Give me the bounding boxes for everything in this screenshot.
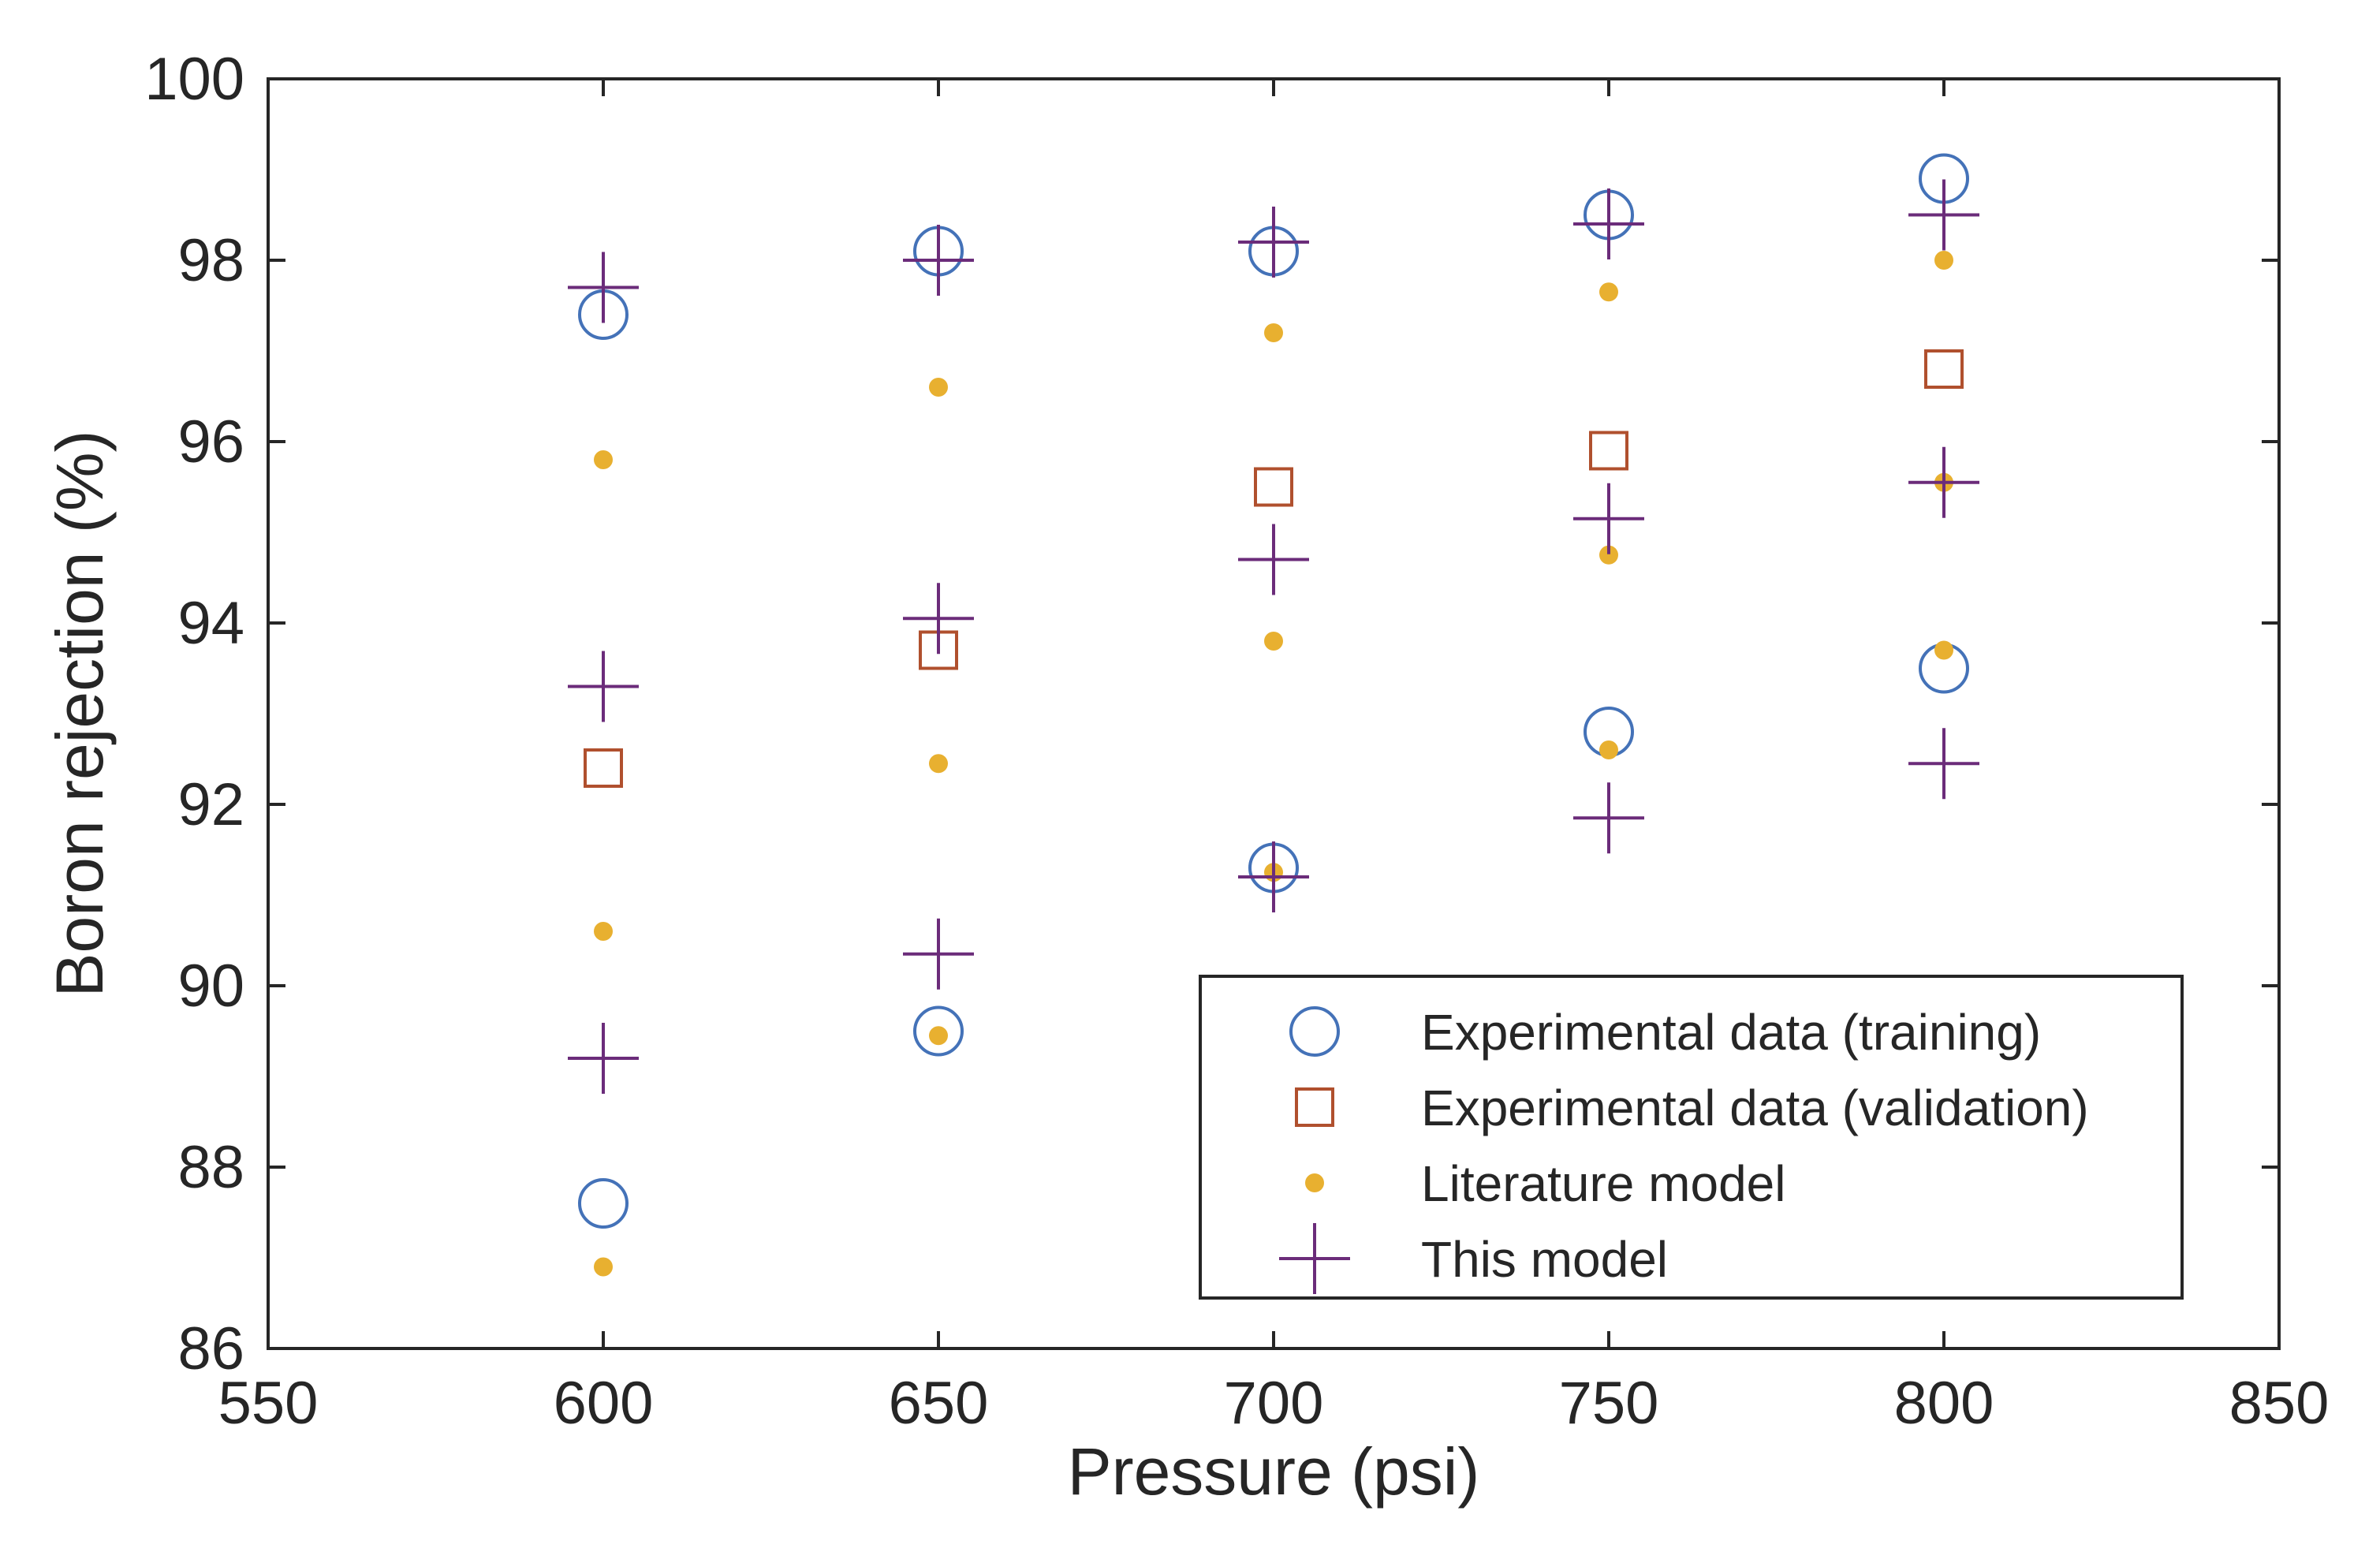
legend-label: This model <box>1421 1231 1668 1288</box>
plus-point <box>1908 728 1979 800</box>
y-tick-label: 96 <box>177 408 244 476</box>
plus-point <box>1238 841 1309 912</box>
y-tick-label: 98 <box>177 227 244 294</box>
square-point <box>1254 467 1293 507</box>
plus-point <box>903 583 974 655</box>
dot-point <box>594 922 613 941</box>
series-plus <box>568 179 1979 1094</box>
x-tick-label: 850 <box>2229 1370 2330 1437</box>
x-tick-label: 750 <box>1559 1370 1659 1437</box>
legend-item: Literature model <box>1305 1155 1785 1212</box>
dot-point <box>929 1026 948 1046</box>
dot-point <box>929 378 948 397</box>
plus-point <box>1238 524 1309 595</box>
dot-point <box>1934 251 1953 270</box>
plus-point <box>1573 782 1644 854</box>
circle-point <box>578 1178 629 1229</box>
plus-point <box>568 1023 639 1094</box>
plus-point <box>1573 483 1644 554</box>
y-tick-label: 100 <box>144 46 244 113</box>
legend-plus-icon <box>1279 1223 1350 1294</box>
square-point <box>1589 431 1628 471</box>
legend-item: Experimental data (training) <box>1289 1004 2041 1061</box>
plus-point <box>1238 207 1309 278</box>
circle-point <box>913 1005 964 1057</box>
legend-box <box>1199 975 2184 1300</box>
plus-point <box>568 651 639 722</box>
legend-square-icon <box>1295 1087 1334 1127</box>
dot-point <box>594 1257 613 1277</box>
dot-point <box>1264 632 1283 651</box>
dot-point <box>594 450 613 469</box>
dot-point <box>1599 740 1618 759</box>
y-tick-label: 94 <box>177 590 244 657</box>
plus-point <box>1908 179 1979 251</box>
dot-point <box>1599 545 1618 565</box>
legend-item: This model <box>1279 1223 1668 1294</box>
dot-point <box>929 754 948 774</box>
x-tick-label: 800 <box>1894 1370 1994 1437</box>
dot-point <box>1599 282 1618 302</box>
x-tick-label: 550 <box>218 1370 319 1437</box>
plus-point <box>568 252 639 323</box>
legend-item: Experimental data (validation) <box>1295 1080 2089 1136</box>
x-axis-title: Pressure (psi) <box>1068 1434 1480 1509</box>
legend-circle-icon <box>1289 1006 1340 1057</box>
y-axis-title: Boron rejection (%) <box>43 431 117 998</box>
legend-label: Experimental data (validation) <box>1421 1080 2089 1136</box>
square-point <box>584 748 623 788</box>
y-tick-label: 92 <box>177 771 244 838</box>
x-tick-label: 650 <box>889 1370 989 1437</box>
legend-label: Literature model <box>1421 1155 1785 1212</box>
x-tick-label: 600 <box>554 1370 654 1437</box>
plus-point <box>903 225 974 296</box>
series-dot <box>594 251 1953 1277</box>
plus-point <box>1573 188 1644 259</box>
legend-label: Experimental data (training) <box>1421 1004 2041 1061</box>
legend: Experimental data (training) Experimental… <box>1199 975 2184 1300</box>
y-tick-label: 88 <box>177 1134 244 1201</box>
x-tick-label: 700 <box>1224 1370 1324 1437</box>
dot-point <box>1264 323 1283 342</box>
y-tick-label: 86 <box>177 1315 244 1382</box>
dot-point <box>1934 640 1953 660</box>
legend-dot-icon <box>1305 1173 1324 1192</box>
axis-ticks: 550 600 650 700 750 800 850 86 88 90 92 94 96 98 100 <box>144 46 2329 1437</box>
plus-point <box>1908 446 1979 518</box>
square-point <box>1924 349 1964 389</box>
plus-point <box>903 918 974 990</box>
y-tick-label: 90 <box>177 953 244 1020</box>
data-marks <box>568 153 1979 1277</box>
